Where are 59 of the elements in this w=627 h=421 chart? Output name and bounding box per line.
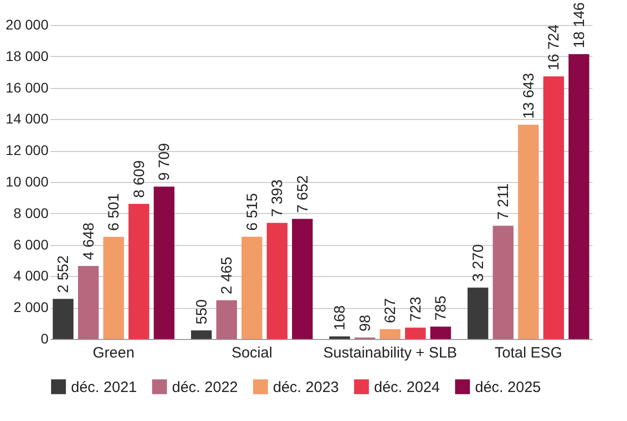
bar [191, 330, 212, 339]
data-label: 16 724 [546, 24, 563, 70]
y-tick-label: 16 000 [6, 79, 49, 96]
bar [128, 204, 150, 339]
data-label: 13 643 [520, 72, 538, 119]
bar [103, 236, 124, 339]
y-tick-label: 20 000 [6, 16, 49, 32]
data-label: 6 501 [106, 193, 123, 231]
y-tick-label: 12 000 [6, 142, 49, 158]
data-label: 550 [193, 299, 210, 324]
data-label: 8 609 [130, 160, 148, 198]
data-label: 18 146 [570, 2, 588, 48]
x-tick-label: Sustainability + SLB [323, 344, 458, 362]
data-label: 4 648 [80, 222, 98, 260]
y-tick-label: 6 000 [13, 236, 49, 252]
data-label: 627 [382, 298, 400, 324]
bar [216, 300, 237, 339]
x-tick-label: Total ESG [494, 344, 562, 362]
data-label: 7 652 [294, 175, 312, 213]
data-label: 9 709 [156, 143, 174, 181]
y-tick-label: 10 000 [6, 174, 49, 190]
bar [242, 236, 262, 339]
data-label: 2 552 [55, 255, 72, 293]
y-tick-label: 18 000 [6, 48, 49, 64]
bar [154, 186, 174, 339]
bar [543, 76, 564, 339]
bar [380, 329, 400, 339]
legend-label: déc. 2024 [374, 378, 440, 396]
bar [518, 124, 539, 339]
bar [292, 218, 313, 339]
data-label: 7 393 [269, 179, 286, 217]
bar [329, 336, 350, 339]
y-tick-label: 0 [40, 330, 49, 346]
bar [266, 222, 288, 339]
data-label: 98 [356, 314, 374, 332]
legend-label: déc. 2021 [71, 378, 137, 396]
data-label: 3 270 [470, 244, 487, 282]
legend-label: déc. 2023 [273, 378, 339, 396]
bar [52, 298, 74, 339]
data-label: 168 [332, 305, 349, 330]
y-tick-label: 8 000 [13, 204, 49, 221]
data-label: 2 465 [218, 256, 236, 294]
y-tick-label: 4 000 [13, 268, 49, 284]
data-label: 7 211 [495, 183, 512, 220]
bar [430, 326, 451, 339]
bar [405, 328, 426, 339]
bar [78, 266, 99, 339]
legend-label: déc. 2025 [475, 378, 541, 396]
bar [568, 54, 590, 339]
bar [468, 288, 488, 339]
x-tick-label: Green [92, 344, 134, 362]
data-label: 785 [432, 296, 450, 321]
data-label: 723 [407, 296, 424, 322]
y-tick-label: 14 000 [6, 110, 49, 127]
y-tick-label: 2 000 [13, 299, 49, 316]
legend-label: déc. 2022 [172, 378, 238, 396]
x-tick-label: Social [231, 344, 272, 362]
bar [492, 226, 514, 339]
data-label: 6 515 [244, 193, 261, 231]
